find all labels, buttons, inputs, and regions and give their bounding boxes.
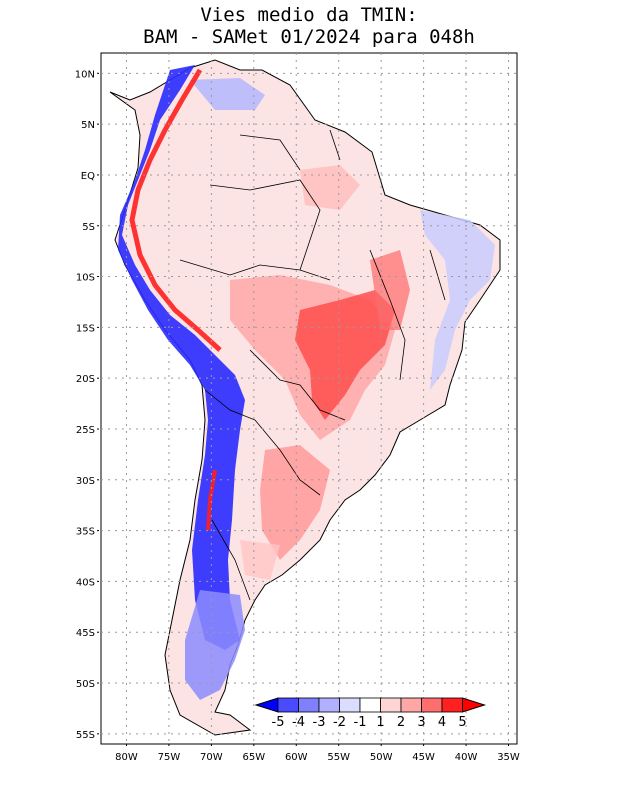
colorbar-swatch (421, 697, 443, 713)
cool-anomaly-patagonia (185, 590, 245, 700)
colorbar-swatch (400, 697, 422, 713)
gridlines (97, 53, 517, 748)
country-borders (179, 129, 446, 601)
colorbar-arrow-right (462, 697, 487, 713)
colorbar-label: -2 (333, 715, 346, 730)
lat-tick-label: 35S (76, 527, 95, 538)
lat-tick-label: 15S (76, 323, 95, 334)
lat-tick-label: 45S (76, 628, 95, 639)
colorbar-label: -5 (272, 715, 285, 730)
colorbar-label: 3 (417, 715, 425, 730)
colorbar-swatch (318, 697, 340, 713)
lon-tick-label: 50W (370, 752, 393, 763)
colorbar-label: 5 (458, 715, 466, 730)
colorbar: -5 -4 -3 -2 -1 1 2 3 4 5 (254, 697, 487, 730)
lat-tick-label: 30S (76, 476, 95, 487)
colorbar-swatch (277, 697, 299, 713)
cool-anomaly-east-coast (420, 210, 495, 390)
colorbar-label: 2 (397, 715, 405, 730)
lon-tick-label: 65W (243, 752, 266, 763)
lon-tick-label: 35W (497, 752, 520, 763)
colorbar-label: -1 (354, 715, 367, 730)
colorbar-label: 1 (376, 715, 384, 730)
map-title-line1: Vies medio da TMIN: (200, 4, 418, 26)
lon-tick-label: 60W (285, 752, 308, 763)
colorbar-label: 4 (438, 715, 446, 730)
lon-tick-label: 70W (200, 752, 223, 763)
warm-anomaly-core (295, 290, 395, 420)
warm-anomaly-patagonia (240, 540, 280, 580)
lat-tick-label: 10N (75, 69, 95, 80)
colorbar-label: -4 (292, 715, 305, 730)
warm-anomaly-andes-ridge (129, 68, 222, 352)
lat-tick-label: 40S (76, 577, 95, 588)
axis-labels: 10N 5N EQ 5S 10S 15S 20S 25S 30S 35S 40S 45S 50S 55S 8… (75, 69, 520, 763)
lon-tick-label: 75W (158, 752, 181, 763)
warm-anomaly-north (300, 165, 360, 210)
lon-tick-label: 45W (412, 752, 435, 763)
lon-tick-label: 40W (455, 752, 478, 763)
colorbar-swatch (380, 697, 402, 713)
lat-tick-label: 55S (76, 730, 95, 741)
lat-tick-label: 50S (76, 679, 95, 690)
lat-tick-label: 25S (76, 425, 95, 436)
colorbar-swatch (441, 697, 463, 713)
colorbar-swatch (298, 697, 320, 713)
lat-tick-label: 10S (76, 273, 95, 284)
warm-anomaly-south (260, 445, 330, 560)
colorbar-swatch (339, 697, 361, 713)
map-layer (109, 59, 501, 736)
lat-tick-label: 5S (82, 222, 95, 233)
cool-anomaly-north (190, 78, 265, 110)
warm-anomaly-east (370, 250, 410, 330)
colorbar-label: -3 (313, 715, 326, 730)
colorbar-swatch (359, 697, 381, 713)
lon-tick-label: 55W (327, 752, 350, 763)
lat-tick-label: 20S (76, 374, 95, 385)
lon-tick-label: 80W (115, 752, 138, 763)
map-title-line2: BAM - SAMet 01/2024 para 048h (143, 26, 475, 48)
lat-tick-label: 5N (81, 120, 95, 131)
cold-anomaly-andes (118, 65, 245, 650)
lat-tick-label: EQ (81, 171, 95, 182)
